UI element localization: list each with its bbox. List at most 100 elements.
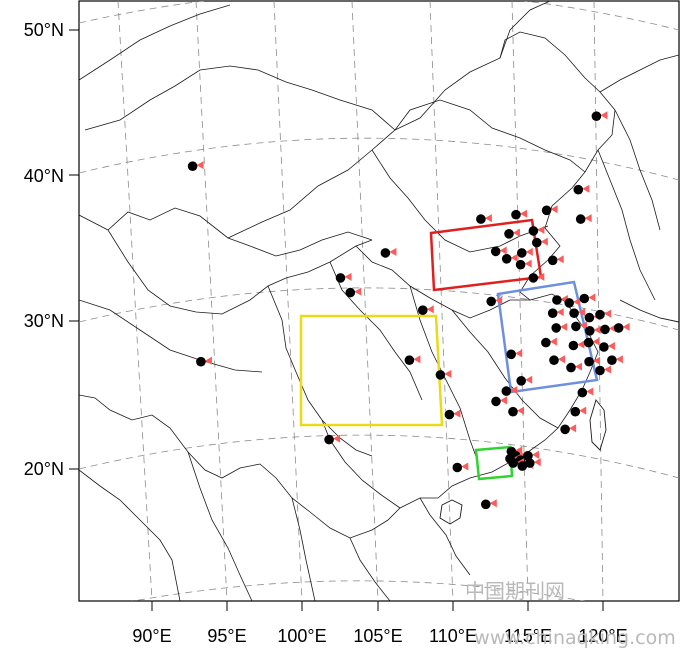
wind-arrow-marker [603, 365, 611, 374]
station-dot [515, 259, 526, 270]
station-dot [523, 451, 533, 461]
lat-label-40n: 40°N [24, 166, 64, 186]
wind-arrow-marker [512, 228, 520, 237]
wind-arrow-marker [524, 259, 532, 268]
wind-arrow-marker [537, 225, 545, 234]
station-dot [595, 309, 605, 320]
islands [439, 299, 679, 525]
watermark-url: www.chinaqking.com [474, 627, 675, 649]
graticule-longitude [117, 1, 604, 601]
wind-arrow-marker [537, 272, 545, 281]
station-dot [571, 321, 581, 332]
station-dot [418, 305, 428, 316]
station-dot [404, 355, 415, 366]
station-dot [435, 370, 446, 380]
station-dot [569, 308, 579, 319]
east-china-box [496, 280, 599, 394]
wind-arrow-marker [520, 209, 528, 218]
station-dot [476, 214, 486, 224]
station-dot [584, 312, 595, 323]
lat-label-30n: 30°N [24, 311, 64, 331]
wind-arrow-marker [444, 369, 452, 378]
boundaries [79, 1, 679, 601]
hainan-island [439, 499, 463, 525]
lon-label-120e: 120°E [578, 626, 627, 646]
station-dot [528, 273, 539, 283]
station-dot [525, 458, 535, 468]
station-dot [573, 184, 584, 195]
wind-arrow-marker [622, 322, 630, 331]
wind-arrow-marker [584, 214, 592, 223]
station-dot [541, 205, 552, 216]
station-dot [607, 355, 617, 366]
station-dot [481, 499, 491, 510]
station-dot [568, 340, 579, 351]
wind-arrow-marker [540, 237, 548, 246]
wind-arrow-marker [532, 450, 540, 459]
station-dot [490, 246, 501, 257]
wind-arrow-marker [592, 337, 600, 346]
station-dot [575, 214, 586, 224]
wind-arrow-marker [569, 424, 577, 433]
plot-area [78, 0, 680, 602]
watermark-cn: 中国期刊网 [465, 579, 565, 603]
lon-label-110e: 110°E [429, 626, 477, 646]
station-dot [508, 406, 518, 417]
lon-label-105e: 105°E [353, 626, 402, 646]
wind-arrow-marker [574, 362, 582, 371]
wind-arrow-marker [558, 355, 566, 364]
station-dot [564, 298, 574, 308]
axis-ticks [69, 29, 604, 611]
station-dot [577, 387, 588, 398]
station-dot [501, 386, 512, 396]
station-dot [506, 349, 516, 360]
station-dot [511, 209, 521, 220]
wind-arrow-marker [510, 253, 518, 262]
station-dot [196, 356, 206, 367]
station-dot [551, 323, 561, 333]
wind-arrow-marker [453, 409, 461, 418]
station-dot [595, 365, 605, 376]
station-dot [486, 296, 497, 307]
lon-label-115e: 115°E [504, 626, 552, 646]
wind-arrow-marker [588, 293, 596, 302]
station-dot [517, 248, 527, 258]
station-dot [532, 237, 542, 248]
station-dot [345, 287, 356, 298]
wind-arrow-marker [389, 247, 397, 256]
stations-layer [187, 111, 630, 510]
station-dot [444, 409, 455, 420]
wind-arrow-marker [196, 161, 204, 170]
station-dot [380, 248, 391, 258]
station-dot [516, 376, 526, 386]
wind-arrow-marker [515, 349, 523, 358]
wind-arrow-marker [499, 246, 507, 255]
station-dot [566, 362, 576, 373]
lat-label-50n: 50°N [24, 20, 64, 40]
wind-arrow-marker [204, 356, 212, 365]
wind-arrow-marker [549, 337, 557, 346]
wind-arrow-marker [426, 305, 434, 314]
lon-label-90e: 90°E [132, 626, 171, 646]
wind-arrow-marker [582, 184, 590, 193]
station-dot [504, 229, 514, 239]
wind-arrow-marker [354, 287, 362, 296]
wind-arrow-marker [600, 111, 608, 120]
station-dot [547, 255, 558, 266]
station-dot [324, 434, 334, 445]
wind-arrow-marker [413, 355, 421, 364]
graticule-latitude [79, 1, 679, 601]
station-dot [549, 355, 559, 366]
wind-arrow-marker [461, 462, 469, 471]
station-dot [600, 324, 610, 335]
station-dot [585, 326, 595, 336]
wind-arrow-marker [525, 247, 533, 256]
station-dot [583, 337, 594, 348]
wind-arrow-marker [604, 309, 612, 318]
wind-arrow-marker [517, 406, 525, 415]
station-dot [579, 293, 590, 304]
wind-arrow-marker [344, 272, 352, 281]
lon-label-95e: 95°E [207, 626, 246, 646]
station-dot [613, 323, 624, 333]
